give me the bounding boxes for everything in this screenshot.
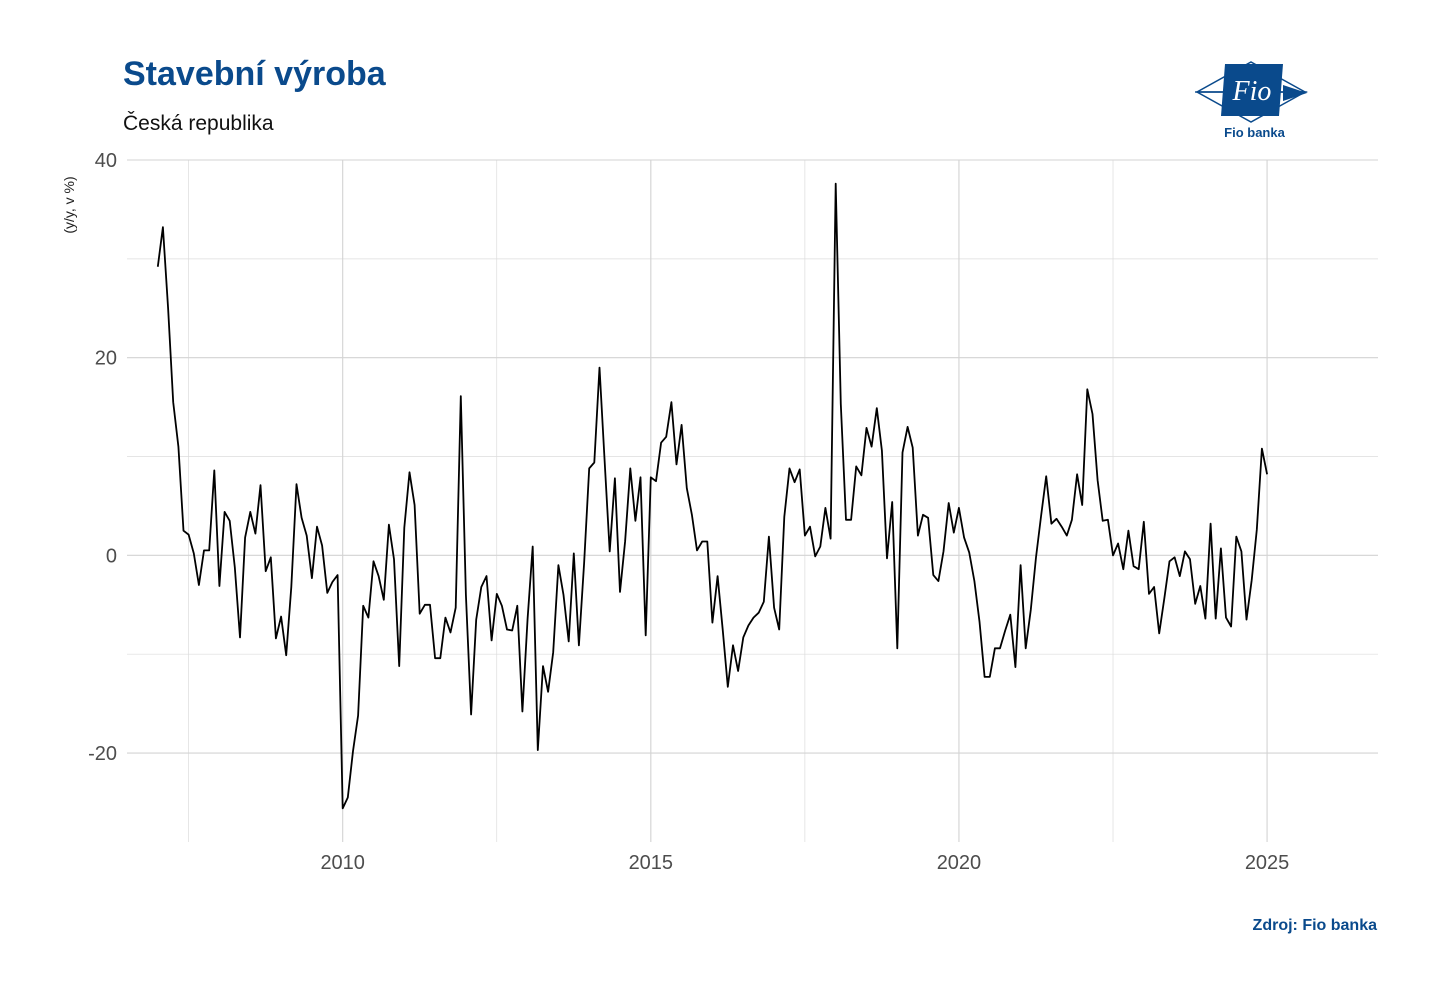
- logo-mark-text: Fio: [1232, 76, 1272, 107]
- y-tick-label: 0: [106, 545, 117, 567]
- y-tick-label: 40: [95, 150, 117, 172]
- y-axis-ticks: -20 0 20 40: [88, 150, 117, 765]
- y-tick-label: -20: [88, 743, 117, 765]
- grid-major: [127, 159, 1378, 842]
- chart-title: Stavební výroba: [123, 55, 386, 93]
- chart-subtitle: Česká republika: [123, 112, 274, 135]
- logo-text: Fio banka: [1224, 125, 1285, 140]
- source-note: Zdroj: Fio banka: [1252, 917, 1377, 934]
- x-axis-ticks: 2010 2015 2020 2025: [320, 852, 1289, 874]
- series-line: [156, 182, 1268, 810]
- y-axis-label: (y/y, v %): [61, 176, 77, 233]
- y-tick-label: 20: [95, 348, 117, 370]
- x-tick-label: 2025: [1245, 852, 1290, 874]
- grid-minor: [127, 160, 1378, 842]
- x-tick-label: 2020: [937, 852, 982, 874]
- x-tick-label: 2015: [629, 852, 674, 874]
- fio-logo-icon: Fio: [1195, 61, 1308, 123]
- x-tick-label: 2010: [320, 852, 365, 874]
